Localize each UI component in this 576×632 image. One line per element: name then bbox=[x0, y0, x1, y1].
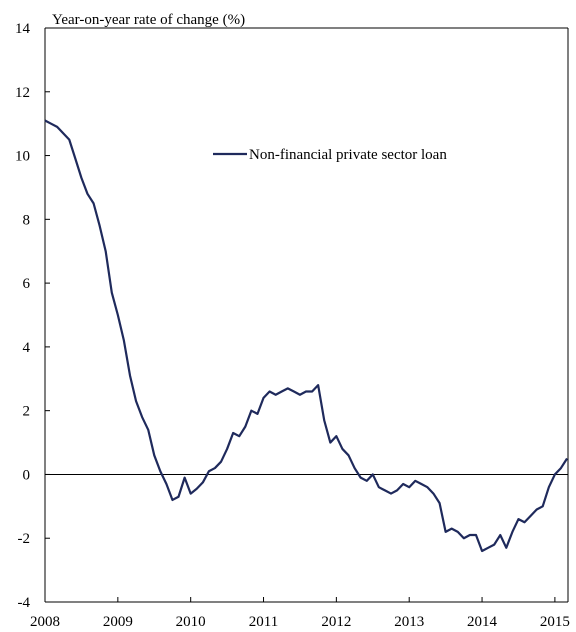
x-tick-label: 2009 bbox=[103, 614, 133, 630]
y-tick-label: -4 bbox=[18, 595, 31, 611]
y-axis-title: Year-on-year rate of change (%) bbox=[52, 12, 245, 28]
x-tick-label: 2008 bbox=[30, 614, 60, 630]
y-tick-label: 2 bbox=[23, 404, 31, 420]
y-tick-label: 0 bbox=[23, 467, 31, 483]
y-tick-label: 8 bbox=[23, 212, 31, 228]
y-tick-label: 4 bbox=[23, 340, 31, 356]
legend: Non-financial private sector loan bbox=[213, 147, 447, 163]
y-tick-label: 6 bbox=[23, 276, 31, 292]
y-tick-label: 10 bbox=[15, 149, 30, 165]
series-line-non-financial-private-sector-loan bbox=[45, 120, 567, 550]
x-tick-label: 2011 bbox=[249, 614, 278, 630]
y-tick-label: 12 bbox=[15, 85, 30, 101]
x-tick-label: 2010 bbox=[176, 614, 206, 630]
x-tick-label: 2015 bbox=[540, 614, 570, 630]
legend-label: Non-financial private sector loan bbox=[249, 147, 447, 163]
y-tick-label: 14 bbox=[15, 21, 31, 37]
y-tick-label: -2 bbox=[18, 531, 31, 547]
x-tick-label: 2013 bbox=[394, 614, 424, 630]
x-tick-label: 2014 bbox=[467, 614, 498, 630]
x-tick-label: 2012 bbox=[321, 614, 351, 630]
